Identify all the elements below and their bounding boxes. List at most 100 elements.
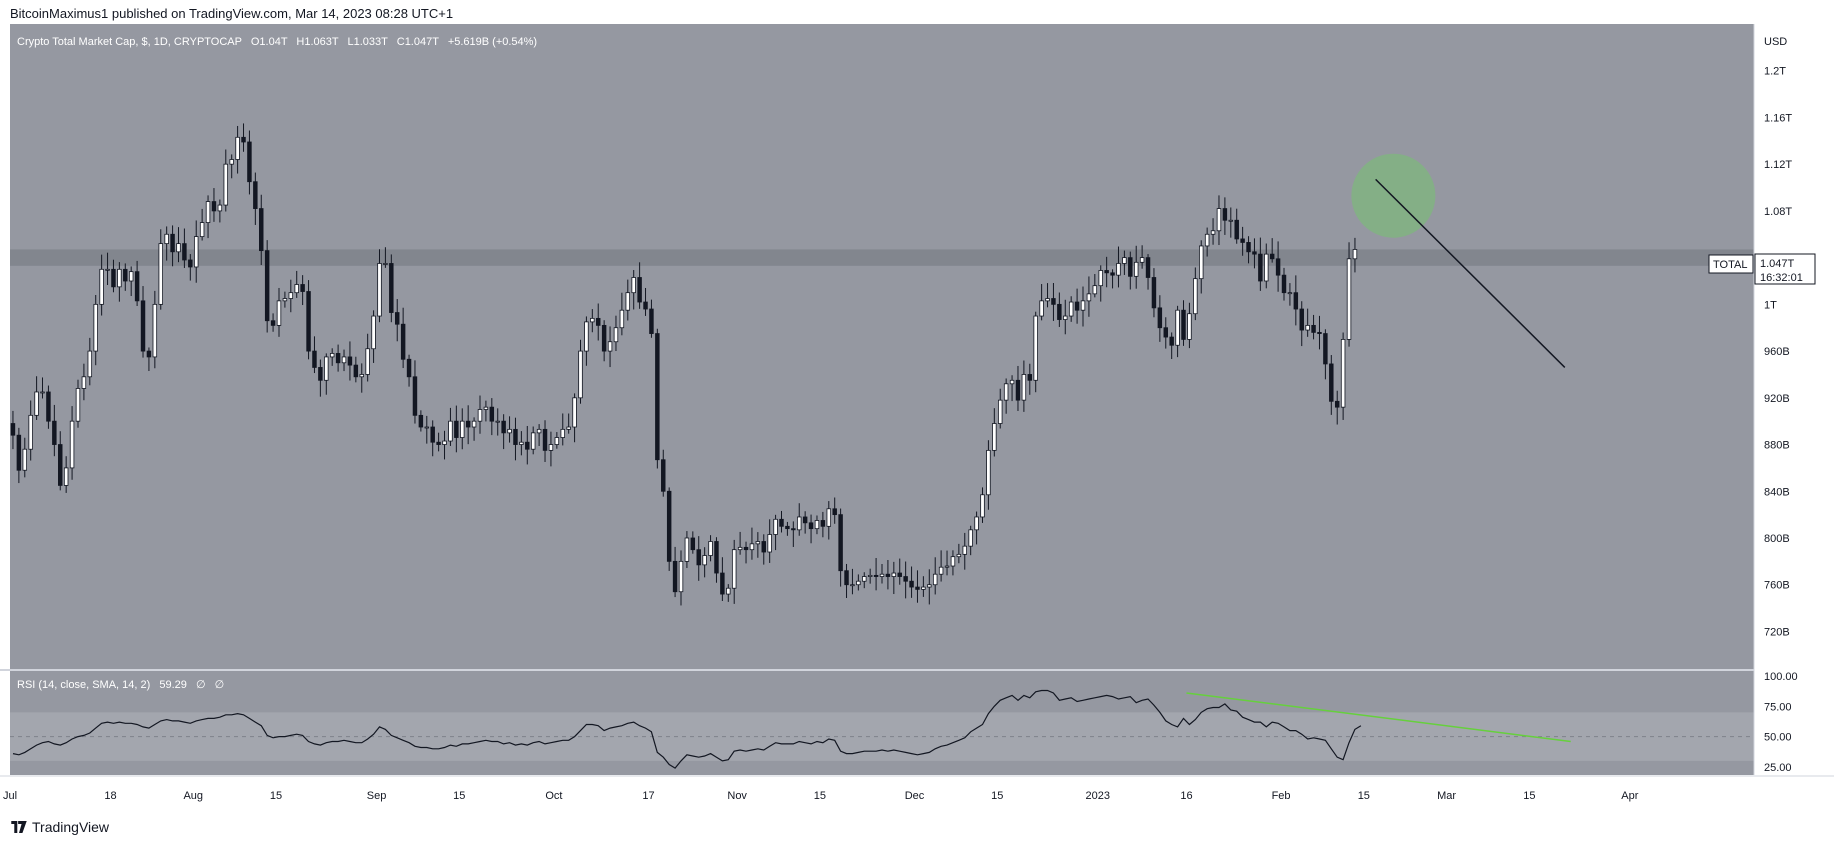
candle-body	[501, 420, 506, 434]
candle-body	[377, 263, 382, 317]
candle-body	[743, 546, 749, 551]
candle-body	[400, 323, 406, 360]
candle-body	[477, 409, 483, 422]
candle-body	[1252, 251, 1257, 255]
candle-body	[448, 420, 453, 442]
candle-body	[992, 423, 997, 451]
candle-body	[631, 277, 636, 294]
candle-body	[536, 428, 542, 434]
candle-body	[111, 268, 116, 288]
candle-body	[737, 546, 743, 551]
candle-body	[1039, 300, 1044, 317]
rsi-legend-label: RSI (14, close, SMA, 14, 2)	[17, 679, 150, 691]
candle-body	[560, 428, 565, 438]
candle-body	[1110, 272, 1115, 276]
candle-body	[371, 315, 376, 350]
legend-l-label: L	[347, 36, 353, 48]
candle-body	[820, 520, 826, 527]
price-panel[interactable]	[10, 24, 1754, 670]
candle-body	[412, 376, 418, 416]
candle-body	[566, 426, 571, 430]
candle-body	[595, 317, 601, 326]
candle-body	[28, 414, 33, 450]
candle-body	[761, 541, 766, 553]
candle-body	[335, 353, 341, 364]
candle-body	[726, 587, 731, 595]
candle-body	[956, 553, 962, 558]
candle-body	[229, 159, 234, 165]
candle-body	[324, 356, 329, 381]
candle-body	[430, 426, 435, 443]
candle-body	[731, 549, 737, 589]
candle-body	[1098, 270, 1103, 287]
time-tick-label: 17	[642, 790, 654, 802]
candle-body	[525, 441, 530, 450]
candle-body	[1080, 300, 1086, 311]
candle-body	[950, 556, 956, 567]
candle-body	[318, 367, 323, 381]
rsi-tick-label: 25.00	[1764, 762, 1792, 774]
rsi-legend: RSI (14, close, SMA, 14, 2) 59.29 ∅ ∅	[17, 679, 224, 691]
candle-body	[708, 541, 713, 556]
candle-body	[63, 467, 69, 486]
legend-o-label: O	[251, 36, 260, 48]
time-tick-label: 15	[1358, 790, 1370, 802]
candle-body	[1193, 278, 1198, 315]
candle-body	[968, 529, 973, 547]
candle-body	[885, 573, 891, 577]
time-tick-label: 15	[991, 790, 1003, 802]
candle-body	[891, 572, 897, 577]
candle-body	[678, 560, 684, 593]
candle-body	[276, 300, 282, 326]
rsi-tick-label: 75.00	[1764, 701, 1792, 713]
candle-body	[1246, 242, 1251, 253]
candle-body	[87, 350, 93, 378]
candle-body	[625, 292, 631, 311]
candle-body	[1145, 257, 1151, 278]
price-axis-ticks: 1.2T 1.16T 1.12T 1.08T 1T 960B 920B 880B 840B 800…	[1764, 66, 1792, 639]
candle-body	[312, 350, 317, 368]
candle-body	[99, 268, 104, 305]
candle-body	[755, 541, 761, 545]
candle-body	[359, 374, 364, 378]
candle-body	[1086, 293, 1092, 302]
footer-brand[interactable]: TradingView	[10, 819, 109, 835]
price-tag-value: 1.047T	[1760, 258, 1795, 270]
candle-body	[850, 584, 855, 587]
candle-body	[1068, 301, 1074, 317]
time-axis[interactable]	[0, 776, 1754, 808]
time-tick-label: 15	[814, 790, 826, 802]
candle-body	[34, 391, 39, 416]
candle-body	[489, 406, 495, 422]
candle-body	[572, 397, 577, 428]
candle-body	[938, 566, 944, 575]
candle-body	[672, 560, 678, 593]
candle-body	[962, 545, 967, 555]
candle-body	[46, 391, 51, 422]
candle-body	[1269, 253, 1275, 260]
candle-body	[383, 263, 388, 265]
candle-body	[117, 268, 122, 288]
time-tick-label: Oct	[545, 790, 562, 802]
candle-body	[802, 516, 808, 524]
candle-body	[844, 570, 849, 586]
candle-body	[1163, 327, 1169, 338]
price-axis[interactable]	[1754, 24, 1834, 775]
candle-body	[1216, 208, 1222, 232]
candle-body	[205, 201, 211, 223]
candle-body	[306, 291, 311, 352]
svg-text:RSI (14, close, SMA, 14, 2): RSI (14, close, SMA, 14, 2) 59.29 ∅ ∅	[17, 679, 224, 691]
candle-body	[193, 236, 199, 268]
candle-body	[1293, 292, 1299, 310]
candle-body	[619, 309, 625, 329]
legend-o-value: 1.04T	[259, 36, 287, 48]
candle-body	[1234, 219, 1239, 240]
candle-body	[170, 233, 175, 253]
time-tick-label: 2023	[1086, 790, 1110, 802]
candle-body	[10, 423, 16, 436]
candle-body	[134, 271, 140, 302]
candle-body	[791, 528, 796, 531]
legend-c-value: 1.047T	[405, 36, 440, 48]
price-tag-countdown: 16:32:01	[1760, 272, 1803, 284]
